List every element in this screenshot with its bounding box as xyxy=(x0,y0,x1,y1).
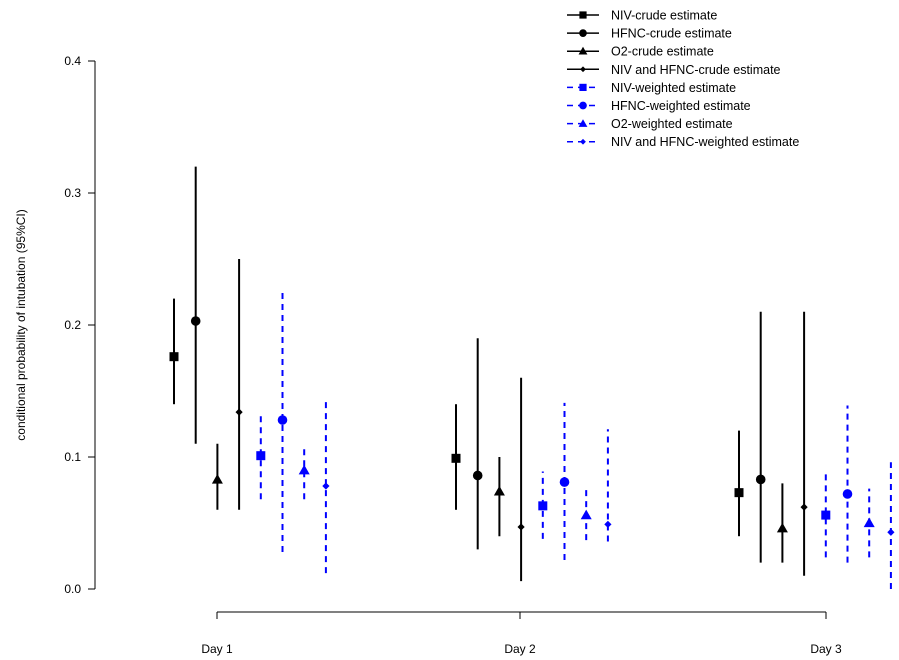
triangle-marker xyxy=(776,522,788,533)
circle-marker xyxy=(190,316,201,326)
legend-label: NIV and HFNC-weighted estimate xyxy=(611,135,799,149)
legend-item: HFNC-weighted estimate xyxy=(567,99,751,113)
legend-label: O2-crude estimate xyxy=(611,45,714,59)
triangle-marker xyxy=(578,119,588,127)
legend-item: NIV and HFNC-weighted estimate xyxy=(567,135,799,149)
legend-item: O2-weighted estimate xyxy=(567,117,733,131)
series-4 xyxy=(235,259,808,582)
diamond-marker xyxy=(580,138,586,145)
y-tick-label: 0.4 xyxy=(64,54,81,68)
y-axis-label: conditional probability of intubation (9… xyxy=(14,209,28,440)
legend-label: HFNC-crude estimate xyxy=(611,27,732,41)
diamond-marker xyxy=(517,523,525,531)
legend-item: NIV and HFNC-crude estimate xyxy=(567,63,781,77)
square-marker xyxy=(579,83,587,91)
diamond-marker xyxy=(580,66,586,73)
x-axis: Day 1 Day 2 Day 3 xyxy=(201,611,842,656)
square-marker xyxy=(579,11,587,19)
legend-item: HFNC-crude estimate xyxy=(567,27,732,41)
diamond-marker xyxy=(322,482,330,490)
series-6 xyxy=(277,292,853,563)
legend-label: NIV and HFNC-crude estimate xyxy=(611,63,781,77)
legend-item: O2-crude estimate xyxy=(567,45,714,59)
legend: NIV-crude estimate HFNC-crude estimate O2-… xyxy=(567,9,799,149)
circle-marker xyxy=(842,489,853,499)
series-7 xyxy=(298,445,875,558)
y-tick-label: 0.3 xyxy=(64,186,81,200)
legend-label: O2-weighted estimate xyxy=(611,117,733,131)
diamond-marker xyxy=(887,528,895,536)
x-tick-label: Day 3 xyxy=(810,642,842,656)
series-3 xyxy=(211,443,788,563)
triangle-marker xyxy=(863,517,875,528)
legend-item: NIV-crude estimate xyxy=(567,9,717,23)
series-8 xyxy=(322,401,895,589)
circle-marker xyxy=(559,477,570,487)
square-marker xyxy=(821,510,831,520)
square-marker xyxy=(256,451,266,461)
diamond-marker xyxy=(235,408,243,416)
circle-marker xyxy=(579,101,587,110)
square-marker xyxy=(169,352,179,362)
diamond-marker xyxy=(800,503,808,511)
y-axis: 0.0 0.1 0.2 0.3 0.4 xyxy=(64,54,96,596)
circle-marker xyxy=(277,415,288,425)
diamond-marker xyxy=(604,520,612,528)
square-marker xyxy=(451,453,461,463)
y-tick-label: 0.0 xyxy=(64,582,81,596)
series-2 xyxy=(190,166,766,563)
circle-marker xyxy=(579,29,587,37)
triangle-marker xyxy=(578,46,588,55)
series-1 xyxy=(169,298,744,537)
square-marker xyxy=(734,488,744,498)
circle-marker xyxy=(472,470,483,481)
series-layer xyxy=(169,166,895,589)
legend-item: NIV-weighted estimate xyxy=(567,81,736,95)
legend-label: HFNC-weighted estimate xyxy=(611,99,751,113)
y-tick-label: 0.1 xyxy=(64,450,81,464)
circle-marker xyxy=(755,474,766,485)
triangle-marker xyxy=(580,509,592,520)
triangle-marker xyxy=(211,473,223,484)
legend-label: NIV-weighted estimate xyxy=(611,81,736,95)
legend-label: NIV-crude estimate xyxy=(611,9,717,23)
square-marker xyxy=(538,501,548,511)
x-tick-label: Day 2 xyxy=(504,642,536,656)
y-tick-label: 0.2 xyxy=(64,318,81,332)
triangle-marker xyxy=(493,485,505,496)
x-tick-label: Day 1 xyxy=(201,642,233,656)
triangle-marker xyxy=(298,464,310,475)
series-5 xyxy=(256,416,831,558)
